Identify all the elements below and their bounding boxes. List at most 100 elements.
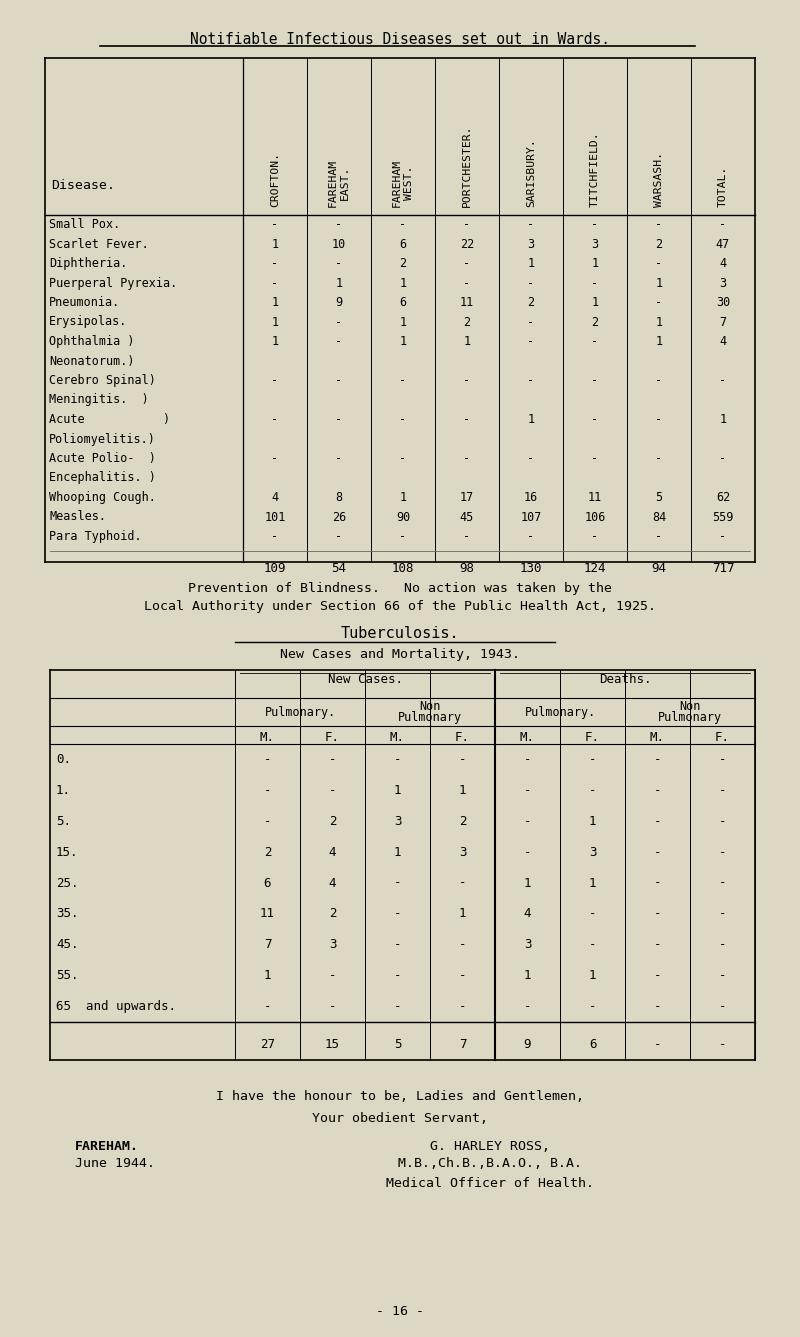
Text: Cerebro Spinal): Cerebro Spinal) xyxy=(49,374,156,386)
Text: 2: 2 xyxy=(655,238,662,251)
Text: 1: 1 xyxy=(271,238,278,251)
Text: -: - xyxy=(527,336,534,348)
Text: -: - xyxy=(329,1000,336,1013)
Text: -: - xyxy=(719,218,726,231)
Text: -: - xyxy=(394,877,402,889)
Text: -: - xyxy=(335,218,342,231)
Text: -: - xyxy=(271,374,278,388)
Text: 1: 1 xyxy=(335,277,342,290)
Text: 45: 45 xyxy=(460,511,474,524)
Text: -: - xyxy=(591,413,598,427)
Text: 1: 1 xyxy=(527,257,534,270)
Text: Scarlet Fever.: Scarlet Fever. xyxy=(49,238,149,250)
Text: 7: 7 xyxy=(719,316,726,329)
Text: -: - xyxy=(394,1000,402,1013)
Text: Encephalitis. ): Encephalitis. ) xyxy=(49,472,156,484)
Text: -: - xyxy=(654,753,662,766)
Text: 1: 1 xyxy=(524,969,531,983)
Text: 2: 2 xyxy=(527,297,534,309)
Text: -: - xyxy=(591,374,598,388)
Text: 10: 10 xyxy=(332,238,346,251)
Text: -: - xyxy=(527,374,534,388)
Text: -: - xyxy=(458,969,466,983)
Text: 98: 98 xyxy=(459,563,474,575)
Text: Para Typhoid.: Para Typhoid. xyxy=(49,529,142,543)
Text: Neonatorum.): Neonatorum.) xyxy=(49,354,134,368)
Text: 17: 17 xyxy=(460,491,474,504)
Text: -: - xyxy=(458,1000,466,1013)
Text: 62: 62 xyxy=(716,491,730,504)
Text: -: - xyxy=(394,753,402,766)
Text: -: - xyxy=(718,1038,726,1051)
Text: -: - xyxy=(719,531,726,543)
Text: -: - xyxy=(394,969,402,983)
Text: -: - xyxy=(264,1000,271,1013)
Text: Your obedient Servant,: Your obedient Servant, xyxy=(312,1112,488,1124)
Text: 107: 107 xyxy=(520,511,542,524)
Text: -: - xyxy=(524,1000,531,1013)
Text: I have the honour to be, Ladies and Gentlemen,: I have the honour to be, Ladies and Gent… xyxy=(216,1090,584,1103)
Text: 7: 7 xyxy=(458,1038,466,1051)
Text: 5: 5 xyxy=(394,1038,402,1051)
Text: Pulmonary: Pulmonary xyxy=(658,711,722,725)
Text: 11: 11 xyxy=(460,297,474,309)
Text: -: - xyxy=(458,753,466,766)
Text: 1.: 1. xyxy=(56,783,71,797)
Text: -: - xyxy=(654,969,662,983)
Text: -: - xyxy=(655,257,662,270)
Text: 1: 1 xyxy=(394,845,402,858)
Text: -: - xyxy=(589,939,596,952)
Text: Ophthalmia ): Ophthalmia ) xyxy=(49,336,134,348)
Text: -: - xyxy=(655,452,662,465)
Text: -: - xyxy=(394,908,402,920)
Text: Measles.: Measles. xyxy=(49,511,106,524)
Text: -: - xyxy=(264,783,271,797)
Text: 559: 559 xyxy=(712,511,734,524)
Text: 1: 1 xyxy=(655,277,662,290)
Text: -: - xyxy=(329,969,336,983)
Text: 4: 4 xyxy=(719,257,726,270)
Text: Pulmonary: Pulmonary xyxy=(398,711,462,725)
Text: 25.: 25. xyxy=(56,877,78,889)
Text: 47: 47 xyxy=(716,238,730,251)
Text: 3: 3 xyxy=(394,814,402,828)
Text: -: - xyxy=(719,452,726,465)
Text: Prevention of Blindness.   No action was taken by the: Prevention of Blindness. No action was t… xyxy=(188,582,612,595)
Text: 1: 1 xyxy=(394,783,402,797)
Text: -: - xyxy=(399,413,406,427)
Text: 4: 4 xyxy=(719,336,726,348)
Text: 6: 6 xyxy=(589,1038,596,1051)
Text: M.: M. xyxy=(260,731,275,743)
Text: SARISBURY.: SARISBURY. xyxy=(526,138,536,207)
Text: M.B.,Ch.B.,B.A.O., B.A.: M.B.,Ch.B.,B.A.O., B.A. xyxy=(398,1157,582,1170)
Text: 2: 2 xyxy=(329,908,336,920)
Text: - 16 -: - 16 - xyxy=(376,1305,424,1318)
Text: 1: 1 xyxy=(399,336,406,348)
Text: M.: M. xyxy=(520,731,535,743)
Text: 1: 1 xyxy=(655,316,662,329)
Text: Non: Non xyxy=(419,701,441,713)
Text: 1: 1 xyxy=(589,969,596,983)
Text: Diphtheria.: Diphtheria. xyxy=(49,257,127,270)
Text: Small Pox.: Small Pox. xyxy=(49,218,120,231)
Text: FAREHAM
WEST.: FAREHAM WEST. xyxy=(392,159,414,207)
Text: -: - xyxy=(527,452,534,465)
Text: -: - xyxy=(463,452,470,465)
Text: 90: 90 xyxy=(396,511,410,524)
Text: 1: 1 xyxy=(524,877,531,889)
Text: Medical Officer of Health.: Medical Officer of Health. xyxy=(386,1177,594,1190)
Text: -: - xyxy=(589,753,596,766)
Text: F.: F. xyxy=(325,731,340,743)
Text: -: - xyxy=(394,939,402,952)
Text: Poliomyelitis.): Poliomyelitis.) xyxy=(49,432,156,445)
Text: -: - xyxy=(654,814,662,828)
Text: 1: 1 xyxy=(655,336,662,348)
Text: 5: 5 xyxy=(655,491,662,504)
Text: -: - xyxy=(654,1038,662,1051)
Text: 3: 3 xyxy=(527,238,534,251)
Text: F.: F. xyxy=(585,731,600,743)
Text: -: - xyxy=(718,753,726,766)
Text: Deaths.: Deaths. xyxy=(598,673,651,686)
Text: -: - xyxy=(654,908,662,920)
Text: 2: 2 xyxy=(399,257,406,270)
